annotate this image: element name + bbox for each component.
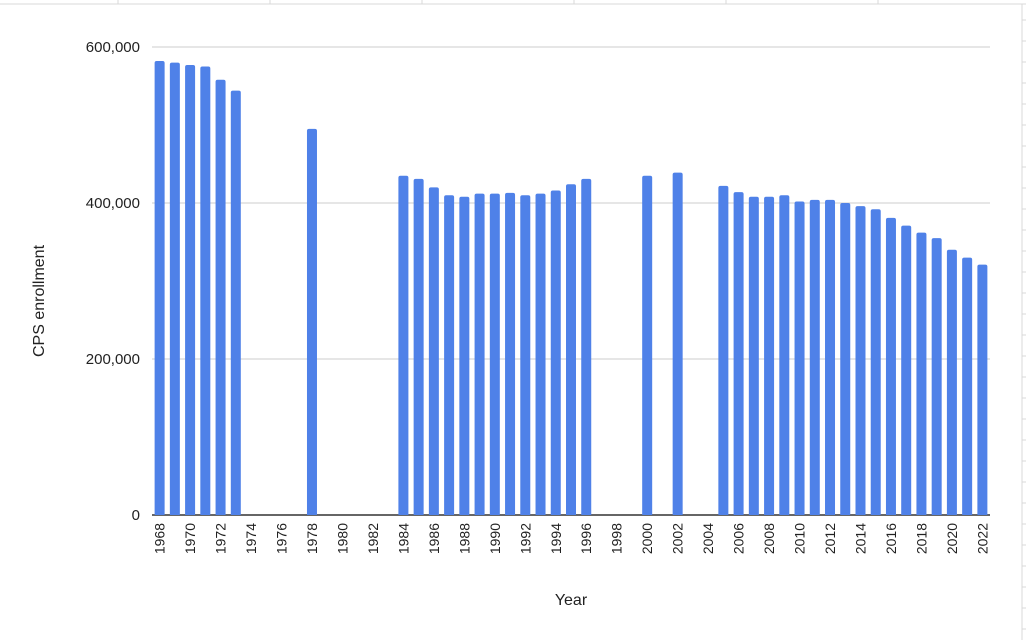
bar: [901, 225, 912, 515]
x-tick-label: 1978: [304, 523, 320, 554]
x-tick-label: 2020: [944, 523, 960, 554]
bar: [428, 187, 439, 515]
bar: [885, 217, 896, 515]
y-tick-label: 400,000: [86, 195, 140, 212]
x-tick-label: 2014: [852, 523, 868, 554]
x-tick-label: 1996: [578, 523, 594, 554]
x-tick-label: 2022: [974, 523, 990, 554]
bar: [230, 90, 241, 516]
x-axis-title: Year: [555, 592, 588, 609]
bar: [642, 175, 653, 515]
bar: [520, 195, 531, 515]
bar: [459, 196, 470, 515]
bar: [581, 178, 592, 515]
x-tick-label: 1982: [365, 523, 381, 554]
bar: [474, 193, 485, 515]
x-tick-label: 1974: [243, 523, 259, 554]
x-tick-label: 2010: [792, 523, 808, 554]
bar: [444, 195, 455, 515]
x-tick-label: 1990: [487, 523, 503, 554]
bar: [215, 79, 226, 515]
x-tick-label: 1968: [152, 523, 168, 554]
y-tick-label: 200,000: [86, 351, 140, 368]
bar: [550, 190, 561, 515]
x-tick-label: 2004: [700, 523, 716, 554]
x-tick-label: 1988: [456, 523, 472, 554]
x-tick-label: 1992: [517, 523, 533, 554]
bar: [306, 128, 317, 515]
bar: [733, 192, 744, 515]
y-tick-label: 600,000: [86, 39, 140, 56]
x-tick-label: 1986: [426, 523, 442, 554]
bar: [855, 206, 866, 515]
bar: [825, 199, 836, 515]
bar: [962, 257, 973, 515]
x-tick-label: 2000: [639, 523, 655, 554]
x-tick-label: 1984: [395, 523, 411, 554]
bar: [840, 203, 851, 515]
x-axis-ticks: 1968 1970 1972 1974 1976 1978 1980 1982 1984 1986…: [152, 523, 991, 554]
bar: [672, 172, 683, 515]
bar: [946, 249, 957, 516]
bar: [489, 193, 500, 515]
bar: [718, 185, 729, 515]
bar: [535, 193, 546, 515]
bar: [413, 178, 424, 515]
x-tick-label: 1970: [182, 523, 198, 554]
bar: [916, 232, 927, 515]
bar: [398, 175, 409, 515]
x-tick-label: 2002: [670, 523, 686, 554]
x-tick-label: 2006: [731, 523, 747, 554]
bar: [566, 184, 576, 515]
x-tick-label: 1976: [274, 523, 290, 554]
bar: [505, 192, 516, 516]
bar: [200, 66, 211, 515]
bar: [870, 209, 881, 516]
bar: [154, 61, 165, 515]
bar: [794, 201, 805, 515]
x-tick-label: 1980: [334, 523, 350, 554]
y-axis-title: CPS enrollment: [31, 244, 48, 357]
x-tick-label: 2018: [913, 523, 929, 554]
x-tick-label: 2012: [822, 523, 838, 554]
y-axis-ticks: 0 200,000 400,000 600,000: [86, 39, 140, 524]
bar: [977, 264, 988, 515]
bar: [748, 196, 759, 515]
bar: [764, 196, 775, 515]
bar: [169, 62, 180, 515]
x-tick-label: 2008: [761, 523, 777, 554]
bar: [779, 195, 790, 515]
bar-series: [154, 61, 988, 516]
y-tick-label: 0: [132, 507, 140, 524]
x-tick-label: 1972: [213, 523, 229, 554]
x-tick-label: 2016: [883, 523, 899, 554]
bar: [185, 64, 196, 515]
x-tick-label: 1994: [548, 523, 564, 554]
bar: [931, 238, 942, 515]
x-tick-label: 1998: [609, 523, 625, 554]
bar: [809, 199, 820, 515]
